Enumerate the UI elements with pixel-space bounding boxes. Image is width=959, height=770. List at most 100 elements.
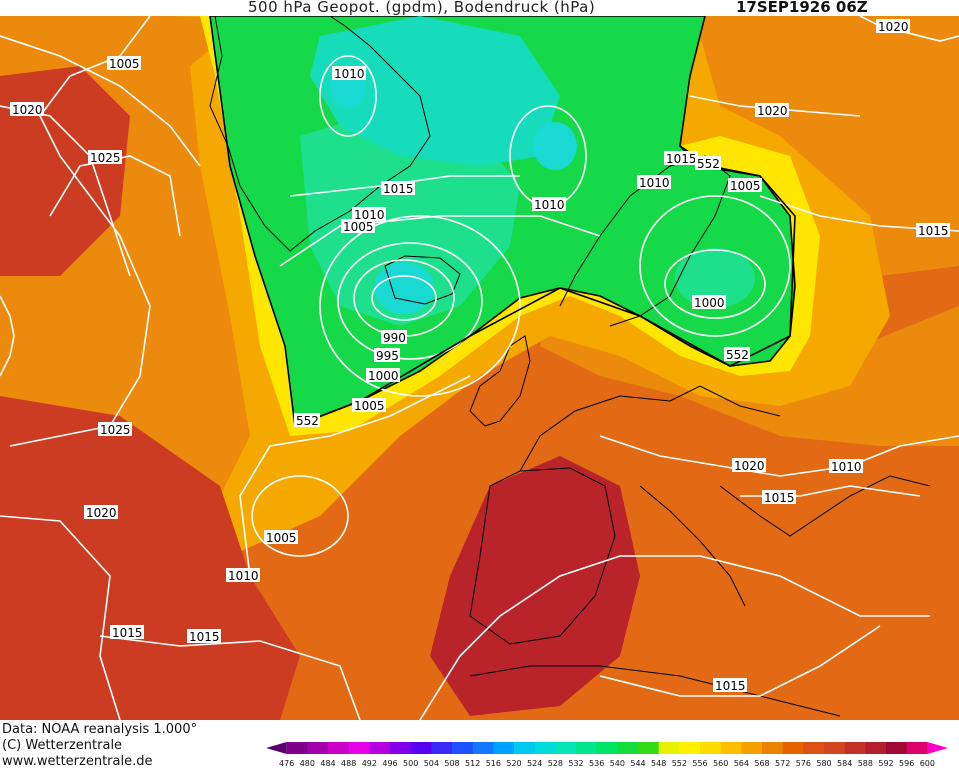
contour-labels: 1005 1020 1025 1010 1015 1010 1005 990 9… [10, 19, 950, 693]
colorbar-tick-label: 540 [610, 759, 625, 768]
isobar-low-iceland-990 [371, 275, 437, 321]
website-credit[interactable]: www.wetterzentrale.de [2, 754, 153, 769]
contour-label: 1005 [264, 530, 298, 545]
data-source-credit: Data: NOAA reanalysis 1.000° [2, 722, 198, 737]
isobar-west-1025 [49, 155, 181, 237]
svg-text:1005: 1005 [343, 220, 374, 234]
cold-core-svalbard [533, 122, 577, 170]
isobar-europe-1015 [419, 555, 930, 720]
orange-band-ne [690, 16, 959, 276]
colorbar-tick-label: 480 [300, 759, 315, 768]
colorbar-tick-label: 580 [816, 759, 831, 768]
isobar-atlantic-low [251, 475, 349, 557]
isobar-europe-1015b [599, 625, 881, 697]
coast-balkans [719, 475, 931, 537]
svg-text:1025: 1025 [90, 151, 121, 165]
colorbar-swatch [286, 742, 308, 754]
colorbar-swatch [927, 742, 948, 754]
contour-label: 552 [695, 156, 721, 171]
colorbar-swatch [617, 742, 639, 754]
svg-text:1020: 1020 [734, 459, 765, 473]
map-date: 17SEP1926 06Z [736, 0, 868, 16]
colorbar-swatch [782, 742, 804, 754]
contour-label: 1000 [366, 368, 400, 383]
isobar-ne-1020b [859, 16, 959, 42]
warm-core-west-atlantic [0, 66, 130, 276]
color-scale-legend: 476 480 484 488 492 496 500 504 508 512 516 520 524 5… [266, 742, 948, 768]
colorbar-tick-label: 560 [713, 759, 728, 768]
colorbar-tick-label: 548 [651, 759, 666, 768]
colorbar-tick-label: 556 [692, 759, 707, 768]
colorbar-swatch [658, 742, 680, 754]
contour-label: 1015 [916, 223, 950, 238]
colorbar-tick-label: 508 [444, 759, 459, 768]
colorbar-tick-label: 596 [899, 759, 914, 768]
colorbar-swatch [472, 742, 494, 754]
colorbar-tick-label: 600 [920, 759, 935, 768]
colorbar-swatch [307, 742, 329, 754]
contour-label: 1020 [732, 458, 766, 473]
weather-map: 1005 1020 1025 1010 1015 1010 1005 990 9… [0, 16, 959, 720]
contour-label: 552 [294, 413, 320, 428]
contour-label: 1025 [98, 422, 132, 437]
contour-label: 1005 [352, 398, 386, 413]
copyright-credit: (C) Wetterzentrale [2, 738, 123, 753]
svg-text:552: 552 [697, 157, 720, 171]
colorbar-swatch [369, 742, 391, 754]
colorbar-tick-label: 492 [362, 759, 377, 768]
colorbar-swatch [431, 742, 453, 754]
svg-text:1010: 1010 [354, 208, 385, 222]
map-title: 500 hPa Geopot. (gpdm), Bodendruck (hPa)… [0, 0, 959, 18]
svg-text:1015: 1015 [383, 182, 414, 196]
svg-text:1005: 1005 [266, 531, 297, 545]
colorbar-tick-label: 520 [506, 759, 521, 768]
svg-text:1010: 1010 [639, 176, 670, 190]
contour-label: 1015 [713, 678, 747, 693]
colorbar-swatch [720, 742, 742, 754]
isobar-north-1010 [279, 215, 601, 267]
colorbar-tick-label: 516 [486, 759, 501, 768]
colorbar-swatch [410, 742, 432, 754]
contour-label: 1005 [341, 219, 375, 234]
svg-text:1020: 1020 [86, 506, 117, 520]
colorbar-tick-label: 496 [382, 759, 397, 768]
contour-label: 1020 [84, 505, 118, 520]
coast-iberia [469, 467, 616, 645]
svg-text:1015: 1015 [918, 224, 949, 238]
colorbar-swatch [514, 742, 536, 754]
colorbar-swatch [266, 742, 287, 754]
svg-text:1010: 1010 [534, 198, 565, 212]
teal-core-scandinavia [675, 248, 755, 308]
isobar-atlantic-1010 [239, 375, 471, 577]
contour-label: 1010 [532, 197, 566, 212]
isobar-greenland-1010 [319, 55, 377, 137]
colorbar-swatch [762, 742, 784, 754]
svg-text:1015: 1015 [764, 491, 795, 505]
svg-text:1015: 1015 [112, 626, 143, 640]
colorbar-swatch [638, 742, 660, 754]
svg-text:1020: 1020 [757, 104, 788, 118]
colorbar-tick-label: 588 [858, 759, 873, 768]
colorbar-tick-label: 568 [754, 759, 769, 768]
contour-label: 990 [381, 330, 407, 345]
colorbar-tick-label: 484 [320, 759, 335, 768]
colorbar-swatch [803, 742, 825, 754]
colorbar-swatch [576, 742, 598, 754]
contour-label: 1020 [876, 19, 910, 34]
svg-text:1005: 1005 [730, 179, 761, 193]
map-title-main: 500 hPa Geopot. (gpdm), Bodendruck (hPa) [248, 0, 596, 16]
colorbar-swatch [493, 742, 515, 754]
svg-text:995: 995 [376, 349, 399, 363]
contour-label: 1010 [332, 66, 366, 81]
svg-text:1005: 1005 [354, 399, 385, 413]
svg-text:1020: 1020 [12, 103, 43, 117]
isobar-atlantic-1015 [99, 635, 361, 720]
colorbar-tick-label: 504 [424, 759, 439, 768]
contour-label: 1020 [755, 103, 789, 118]
coast-iceland [384, 255, 461, 305]
svg-text:552: 552 [726, 348, 749, 362]
colorbar-tick-label: 528 [548, 759, 563, 768]
isobar-atlantic-1020 [0, 515, 121, 720]
colorbar-tick-label: 572 [775, 759, 790, 768]
isobar-low-iceland-1005 [319, 215, 521, 397]
